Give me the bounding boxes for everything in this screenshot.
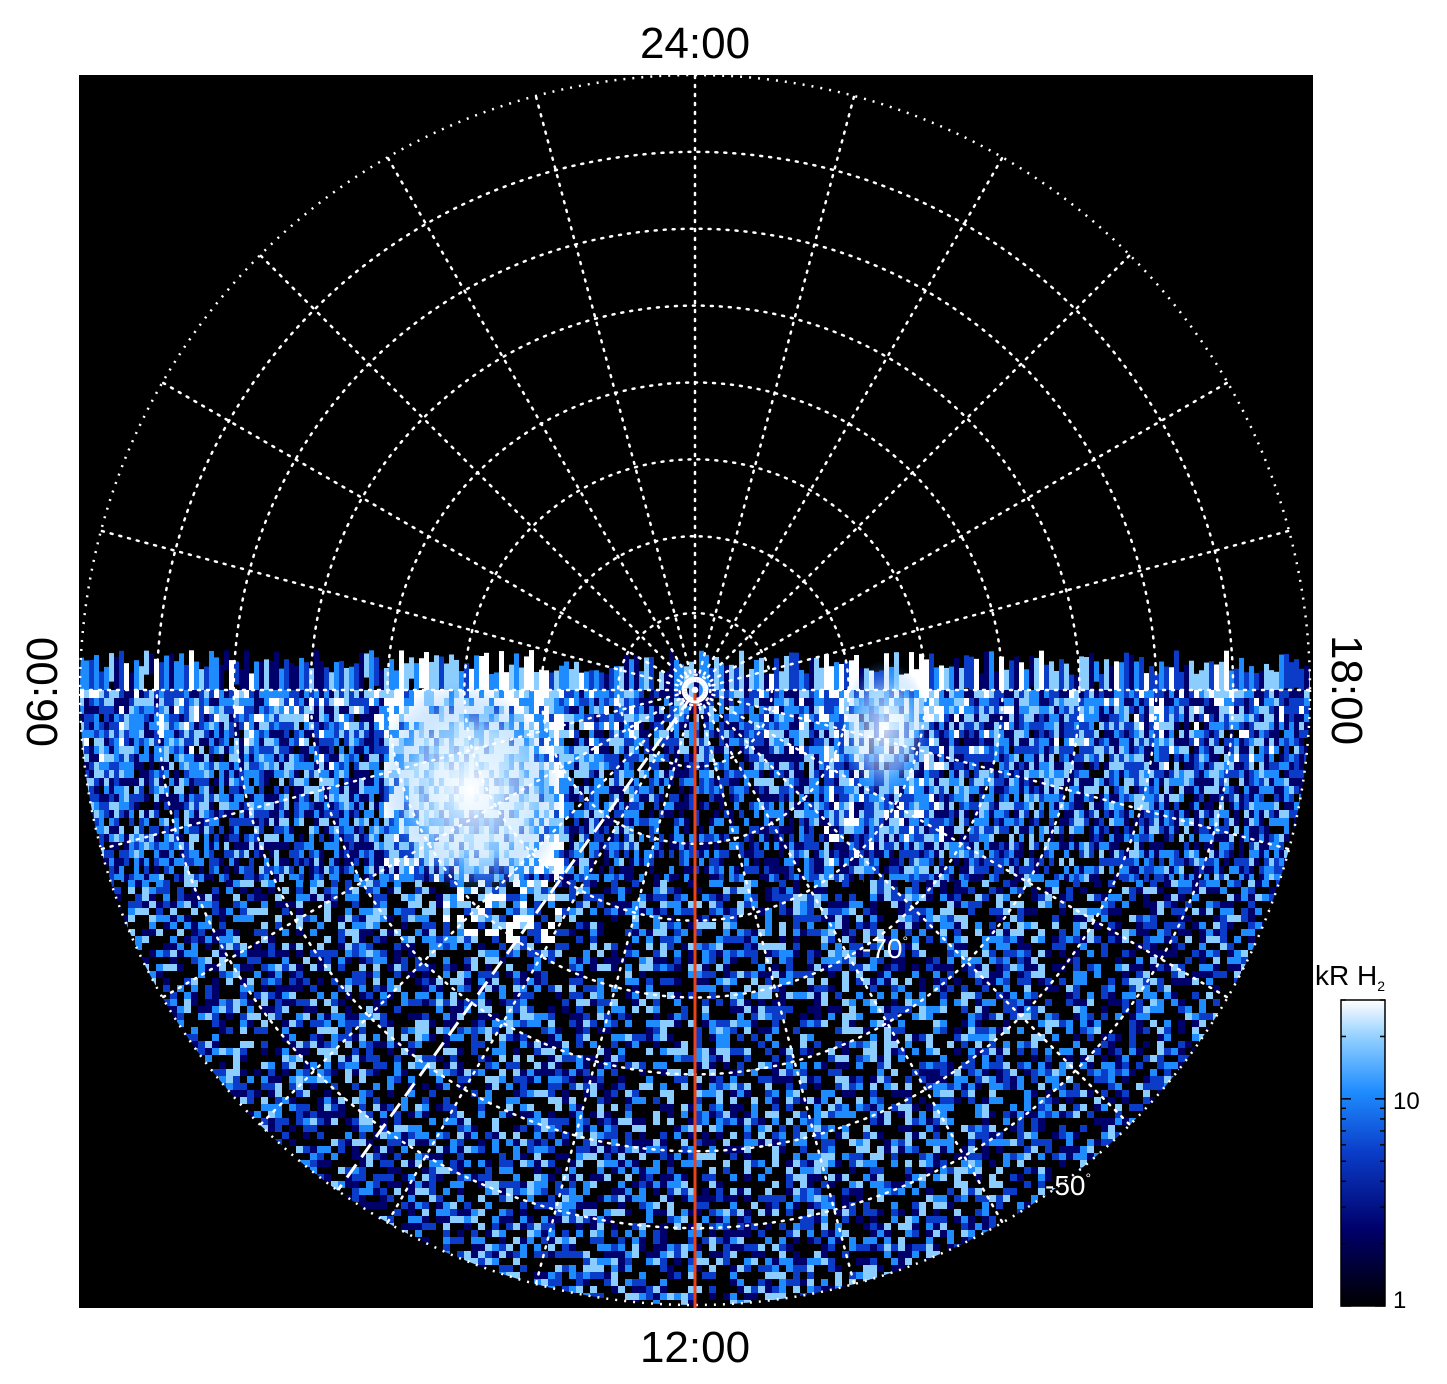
meridian-line — [693, 94, 856, 692]
latitude-label-50: -50° — [1045, 1170, 1091, 1201]
meridian-line — [693, 529, 1291, 692]
meridian-line — [693, 253, 1132, 692]
colorbar-tick-1: 1 — [1393, 1287, 1406, 1314]
bright-emission-patch-dawn — [377, 682, 563, 898]
meridian-line — [386, 688, 697, 1224]
meridian-line — [161, 688, 697, 999]
meridian-line — [693, 156, 1004, 692]
meridian-line — [386, 156, 697, 692]
pole-marker-outer — [681, 676, 709, 704]
colorbar: kR H2 10 1 — [1315, 960, 1420, 1314]
latitude-circle — [616, 611, 774, 769]
pole-marker-inner — [692, 687, 698, 693]
meridian-line — [693, 688, 1291, 851]
colorbar-tick-10: 10 — [1393, 1088, 1420, 1115]
colorbar-title: kR H2 — [1315, 960, 1385, 994]
meridian-line — [258, 688, 697, 1127]
label-12-00: 12:00 — [640, 1323, 750, 1372]
meridian-line — [99, 529, 697, 692]
meridian-line — [99, 688, 697, 851]
meridian-line — [258, 253, 697, 692]
label-24-00: 24:00 — [640, 19, 750, 68]
meridian-line — [693, 688, 856, 1286]
label-06-00: 06:00 — [18, 637, 67, 747]
dashed-reference-line — [336, 696, 693, 1191]
meridian-line — [693, 688, 1229, 999]
meridian-line — [534, 688, 697, 1286]
latitude-label-70: -70° — [862, 933, 908, 964]
colorbar-minor-ticks — [1341, 999, 1385, 1307]
meridian-line — [693, 688, 1004, 1224]
meridian-line — [693, 688, 1132, 1127]
meridian-line — [161, 381, 697, 692]
label-18-00: 18:00 — [1322, 635, 1371, 745]
meridian-line — [534, 94, 697, 692]
latitude-circle — [678, 673, 712, 707]
bright-emission-patch-dusk — [840, 660, 930, 800]
meridian-line — [693, 381, 1229, 692]
colorbar-gradient — [1340, 999, 1386, 1307]
